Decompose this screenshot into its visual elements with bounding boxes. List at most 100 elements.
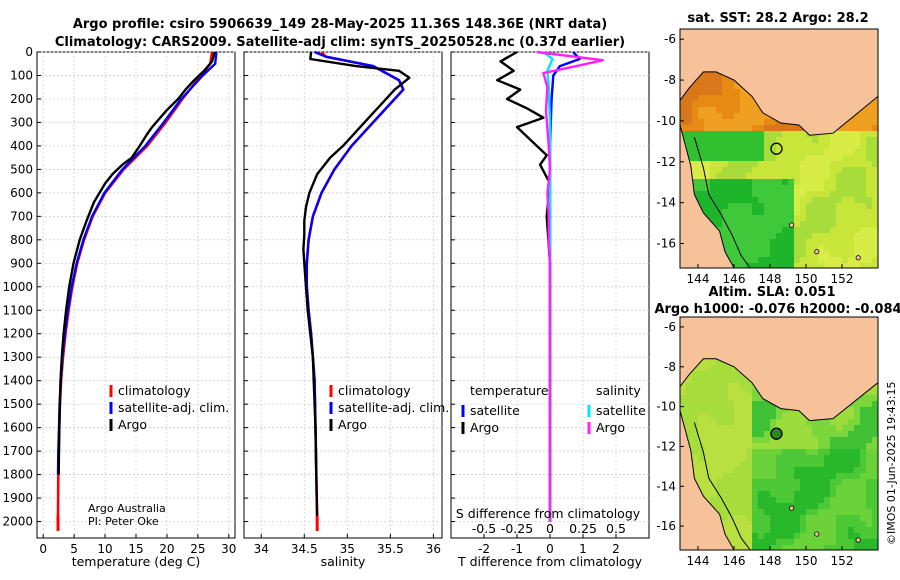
field-cell [824, 185, 830, 191]
lat-tick-label: -6 [664, 32, 676, 46]
field-cell [866, 257, 872, 263]
field-cell [848, 233, 854, 239]
field-cell [770, 215, 776, 221]
field-cell [836, 491, 842, 497]
field-cell [782, 143, 788, 149]
field-cell [866, 425, 872, 431]
field-cell [872, 257, 878, 263]
island [855, 255, 861, 261]
field-cell [770, 443, 776, 449]
field-cell [794, 215, 800, 221]
field-cell [788, 461, 794, 467]
field-cell [734, 143, 740, 149]
field-cell [686, 395, 692, 401]
field-cell [782, 413, 788, 419]
field-cell [704, 155, 710, 161]
field-cell [872, 197, 878, 203]
field-cell [710, 77, 716, 83]
field-cell [824, 233, 830, 239]
field-cell [830, 173, 836, 179]
field-cell [806, 479, 812, 485]
field-cell [728, 185, 734, 191]
field-cell [746, 515, 752, 521]
field-cell [866, 239, 872, 245]
field-cell [758, 227, 764, 233]
field-cell [872, 479, 878, 485]
field-cell [770, 497, 776, 503]
field-cell [776, 497, 782, 503]
depth-tick-label: 1200 [2, 327, 33, 341]
field-cell [836, 479, 842, 485]
field-cell [806, 527, 812, 533]
field-cell [794, 515, 800, 521]
field-cell [836, 449, 842, 455]
s-diff-tick-label: -0.25 [501, 521, 533, 536]
temperature-tick-labels: 0 5 10 15 20 25 30 [39, 542, 236, 556]
credit-line2: PI: Peter Oke [88, 515, 159, 528]
field-cell [752, 173, 758, 179]
field-cell [806, 455, 812, 461]
field-cell [740, 449, 746, 455]
figure-title-line2: Climatology: CARS2009. Satellite-adj cli… [55, 35, 625, 50]
field-cell [824, 497, 830, 503]
field-cell [704, 485, 710, 491]
field-cell [788, 533, 794, 539]
field-cell [746, 491, 752, 497]
field-cell [722, 377, 728, 383]
field-cell [770, 515, 776, 521]
field-cell [746, 419, 752, 425]
field-cell [734, 407, 740, 413]
field-cell [776, 413, 782, 419]
lat-tick-label: -12 [656, 155, 676, 169]
field-cell [698, 113, 704, 119]
field-cell [728, 197, 734, 203]
field-cell [704, 383, 710, 389]
field-cell [854, 167, 860, 173]
field-cell [728, 491, 734, 497]
field-cell [824, 473, 830, 479]
field-cell [728, 251, 734, 257]
field-cell [812, 419, 818, 425]
field-cell [800, 485, 806, 491]
field-cell [830, 533, 836, 539]
x-tick-label: 35 [340, 542, 355, 556]
field-cell [752, 389, 758, 395]
sst-land [680, 29, 878, 268]
field-cell [740, 203, 746, 209]
field-cell [782, 509, 788, 515]
field-cell [704, 491, 710, 497]
field-cell [794, 539, 800, 545]
field-cell [770, 131, 776, 137]
field-cell [698, 125, 704, 131]
field-cell [698, 449, 704, 455]
field-cell [830, 515, 836, 521]
field-cell [686, 101, 692, 107]
field-cell [818, 173, 824, 179]
field-cell [836, 245, 842, 251]
field-cell [734, 515, 740, 521]
field-cell [806, 221, 812, 227]
field-cell [710, 401, 716, 407]
field-cell [866, 167, 872, 173]
field-cell [866, 233, 872, 239]
field-cell [824, 467, 830, 473]
field-cell [812, 497, 818, 503]
field-cell [680, 101, 686, 107]
field-cell [860, 437, 866, 443]
field-cell [704, 167, 710, 173]
field-cell [734, 209, 740, 215]
field-cell [740, 173, 746, 179]
field-cell [722, 455, 728, 461]
field-cell [746, 239, 752, 245]
field-cell [722, 497, 728, 503]
field-cell [704, 137, 710, 143]
field-cell [800, 185, 806, 191]
field-cell [836, 431, 842, 437]
field-cell [692, 461, 698, 467]
field-cell [806, 143, 812, 149]
field-cell [746, 107, 752, 113]
field-cell [710, 125, 716, 131]
field-cell [872, 521, 878, 527]
field-cell [692, 419, 698, 425]
field-cell [686, 425, 692, 431]
